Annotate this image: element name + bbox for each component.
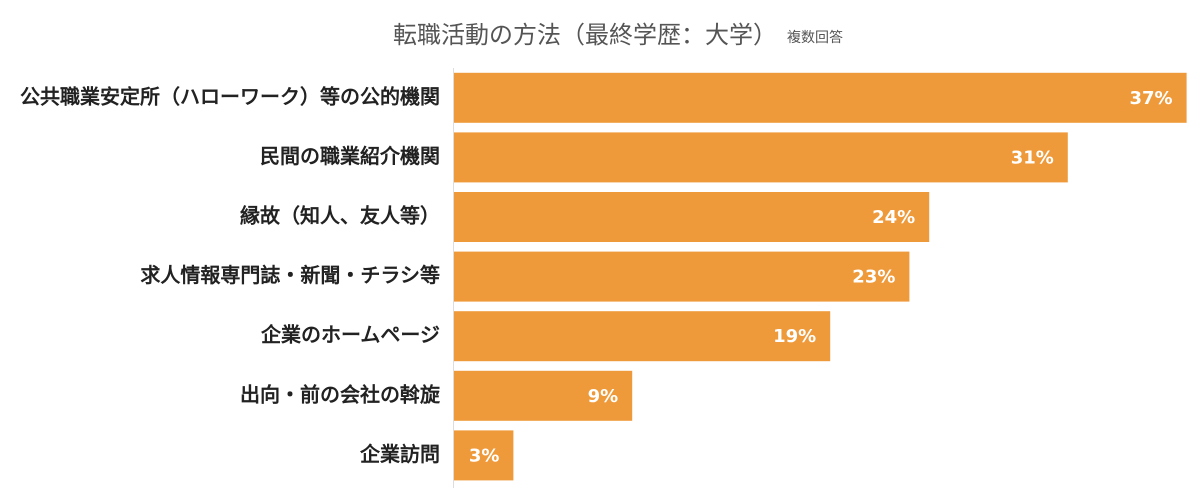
chart-subtitle: 複数回答	[787, 29, 843, 46]
value-label: 3%	[469, 445, 500, 466]
category-label: 民間の職業紹介機関	[260, 144, 440, 168]
value-label: 37%	[1130, 88, 1173, 109]
bar	[454, 192, 930, 242]
value-label: 23%	[852, 267, 895, 288]
value-label: 19%	[773, 326, 816, 347]
bar	[454, 72, 1187, 123]
category-label: 出向・前の会社の斡旋	[240, 382, 441, 406]
category-label: 企業訪問	[359, 442, 440, 466]
value-label: 24%	[872, 207, 915, 228]
bar	[454, 430, 514, 481]
category-label: 縁故（知人、友人等）	[240, 204, 440, 228]
bar	[454, 132, 1068, 183]
category-label: 企業のホームページ	[260, 323, 440, 347]
category-label: 公共職業安定所（ハローワーク）等の公的機関	[20, 84, 440, 108]
bar	[454, 370, 633, 421]
value-label: 31%	[1011, 147, 1054, 168]
bar	[454, 311, 831, 362]
bar	[454, 251, 910, 302]
category-label: 求人情報専門誌・新聞・チラシ等	[140, 263, 440, 287]
value-label: 9%	[588, 386, 619, 407]
chart-title: 転職活動の方法（最終学歴：大学）	[393, 21, 777, 49]
